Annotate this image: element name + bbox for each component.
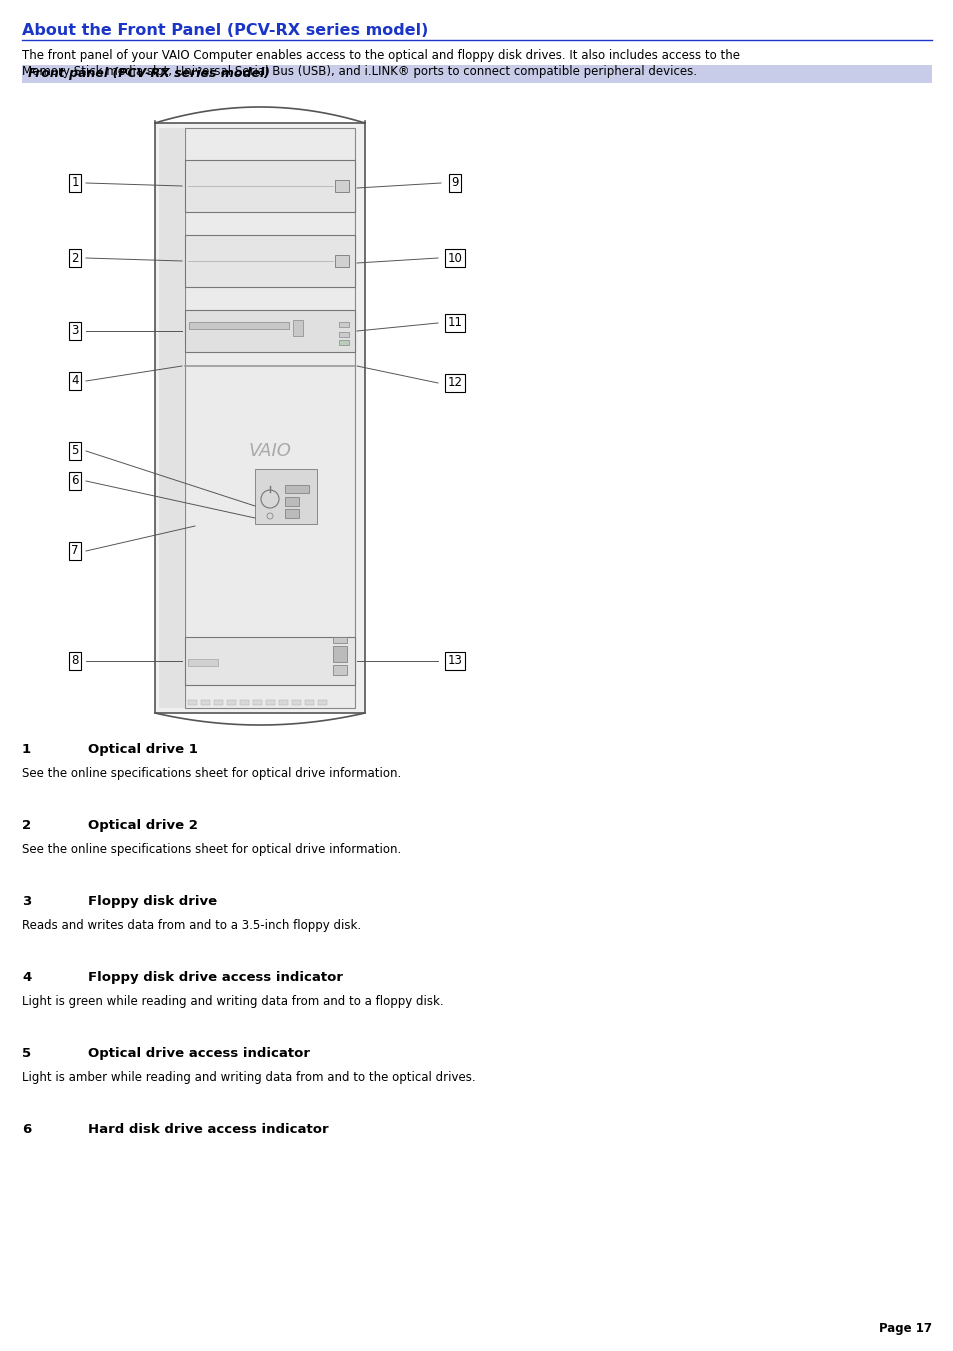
Bar (240, 700, 249, 705)
Bar (188, 700, 196, 705)
Text: Reads and writes data from and to a 3.5-inch floppy disk.: Reads and writes data from and to a 3.5-… (22, 919, 361, 932)
Text: Light is amber while reading and writing data from and to the optical drives.: Light is amber while reading and writing… (22, 1071, 476, 1084)
Text: Page 17: Page 17 (878, 1323, 931, 1335)
Text: Optical drive access indicator: Optical drive access indicator (88, 1047, 310, 1061)
Text: 1: 1 (71, 177, 79, 189)
Text: 6: 6 (71, 474, 79, 488)
Bar (227, 700, 235, 705)
Text: 3: 3 (22, 894, 31, 908)
Text: Optical drive 1: Optical drive 1 (88, 743, 197, 757)
Bar (189, 322, 289, 330)
Text: About the Front Panel (PCV-RX series model): About the Front Panel (PCV-RX series mod… (22, 23, 428, 38)
Text: 8: 8 (71, 654, 78, 667)
Bar (188, 659, 218, 666)
Text: Light is green while reading and writing data from and to a floppy disk.: Light is green while reading and writing… (22, 994, 443, 1008)
Bar (333, 646, 347, 662)
Bar (22, 65, 931, 82)
Text: Floppy disk drive: Floppy disk drive (88, 894, 217, 908)
Text: 5: 5 (22, 1047, 31, 1061)
Text: Hard disk drive access indicator: Hard disk drive access indicator (88, 1123, 328, 1136)
Bar (254, 469, 316, 524)
Bar (185, 159, 355, 212)
Text: 7: 7 (71, 544, 79, 558)
Bar (154, 123, 365, 713)
Text: 11: 11 (447, 316, 462, 330)
Bar (338, 332, 349, 336)
Text: See the online specifications sheet for optical drive information.: See the online specifications sheet for … (22, 843, 401, 857)
Bar (338, 340, 349, 345)
Bar (185, 638, 355, 685)
Text: 10: 10 (447, 251, 462, 265)
Bar (292, 700, 301, 705)
Bar (185, 128, 355, 708)
Bar (305, 700, 314, 705)
Bar (333, 665, 347, 676)
Bar (293, 320, 303, 336)
Bar (285, 485, 309, 493)
Text: 2: 2 (22, 819, 31, 832)
Bar (253, 700, 262, 705)
Bar (213, 700, 223, 705)
Bar (159, 128, 185, 708)
Text: Floppy disk drive access indicator: Floppy disk drive access indicator (88, 971, 343, 984)
Bar (338, 322, 349, 327)
Text: VAIO: VAIO (249, 442, 291, 459)
Text: 6: 6 (22, 1123, 31, 1136)
Text: Memory Stick media slot, Universal Serial Bus (USB), and i.LINK® ports to connec: Memory Stick media slot, Universal Seria… (22, 65, 697, 78)
Text: 9: 9 (451, 177, 458, 189)
Bar (317, 700, 327, 705)
Text: 13: 13 (447, 654, 462, 667)
Text: 5: 5 (71, 444, 78, 458)
Bar (185, 309, 355, 353)
Bar (201, 700, 210, 705)
Bar (285, 509, 298, 517)
Text: See the online specifications sheet for optical drive information.: See the online specifications sheet for … (22, 767, 401, 780)
Bar (335, 255, 349, 267)
Text: Front panel (PCV-RX series model): Front panel (PCV-RX series model) (28, 68, 270, 81)
Bar (278, 700, 288, 705)
Bar (285, 497, 298, 507)
Text: 4: 4 (22, 971, 31, 984)
Text: 4: 4 (71, 374, 79, 388)
Text: 12: 12 (447, 377, 462, 389)
Text: The front panel of your VAIO Computer enables access to the optical and floppy d: The front panel of your VAIO Computer en… (22, 49, 740, 62)
Text: Optical drive 2: Optical drive 2 (88, 819, 197, 832)
Bar (335, 180, 349, 192)
Text: 3: 3 (71, 324, 78, 338)
Bar (333, 638, 347, 643)
Text: 1: 1 (22, 743, 31, 757)
Bar (266, 700, 274, 705)
Text: 2: 2 (71, 251, 79, 265)
Bar (185, 235, 355, 286)
